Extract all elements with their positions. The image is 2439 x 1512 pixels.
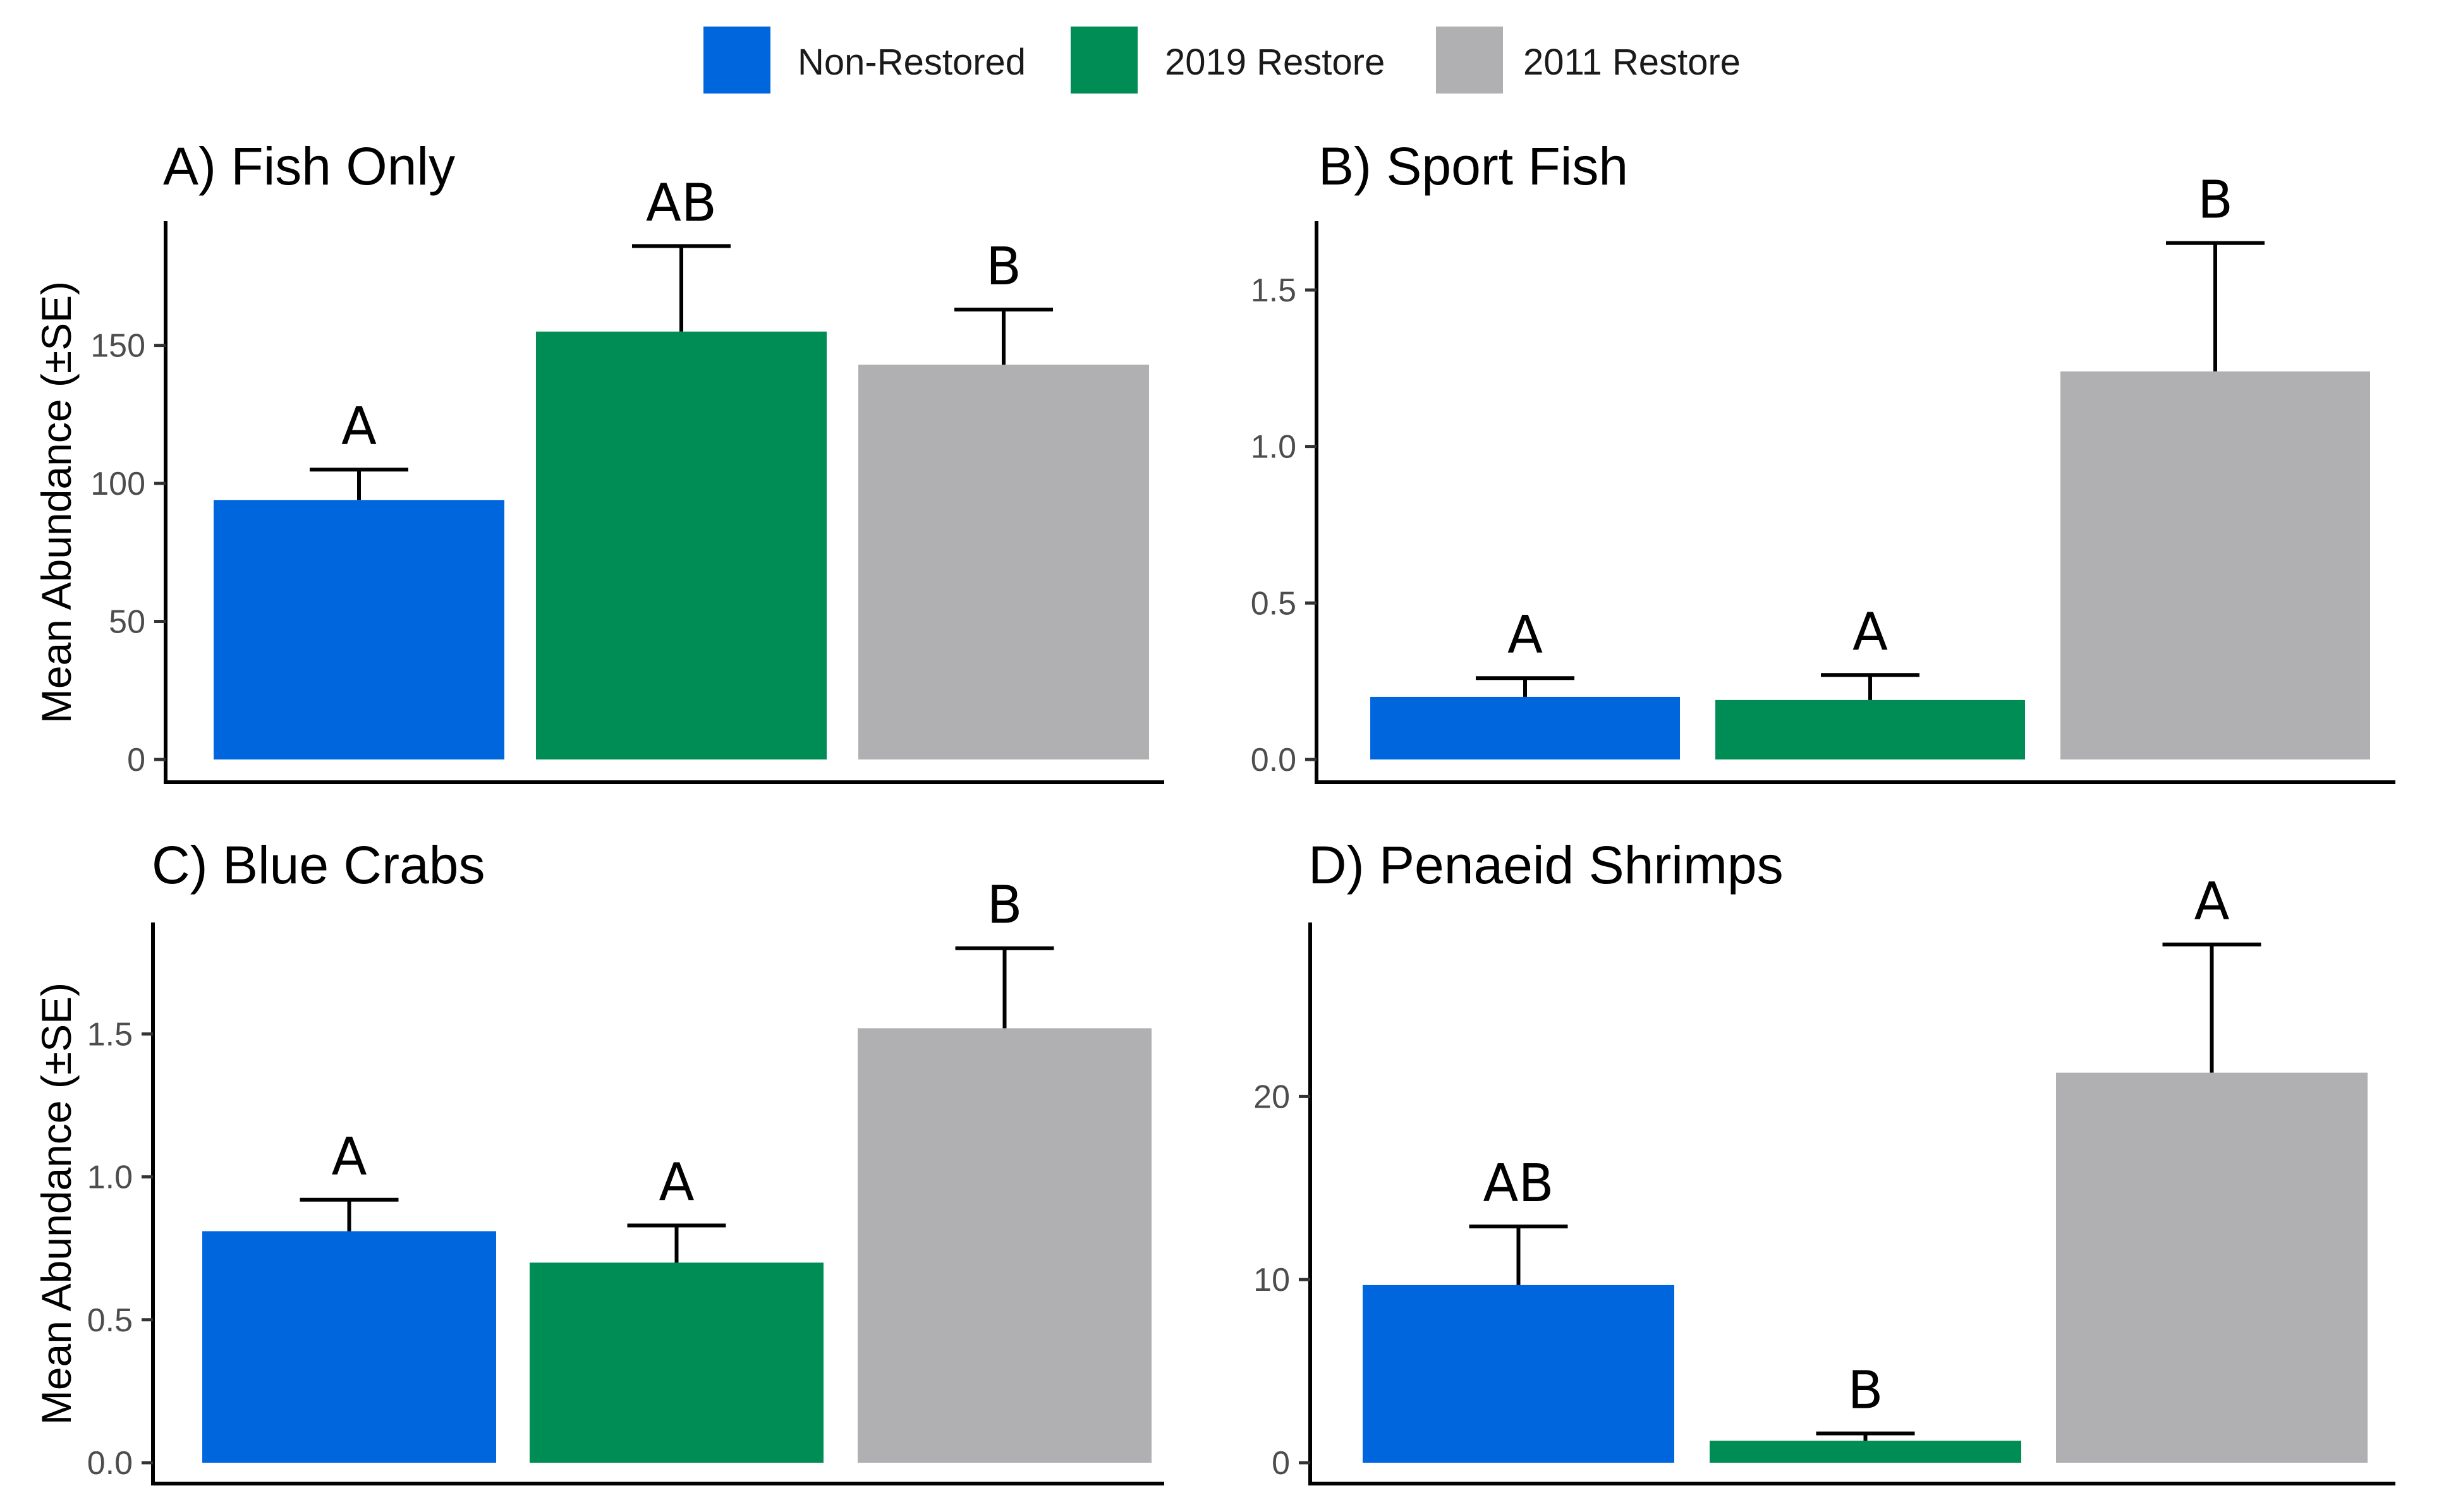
legend: Non-Restored 2019 Restore 2011 Restore xyxy=(703,27,1741,94)
significance-letter-penaeid-shrimps-2011-restore: A xyxy=(2194,872,2229,932)
bar-sport-fish-2019-restore xyxy=(1715,699,2025,759)
y-tick-label-penaeid-shrimps-2: 20 xyxy=(1253,1079,1290,1115)
y-tick-label-blue-crabs-3: 1.5 xyxy=(87,1016,133,1053)
bar-penaeid-shrimps-2011-restore xyxy=(2056,1072,2368,1463)
legend-label-non-restored: Non-Restored xyxy=(798,42,1026,83)
legend-swatch-2011-restore xyxy=(1436,27,1503,94)
y-tick-label-penaeid-shrimps-1: 10 xyxy=(1253,1262,1290,1298)
significance-letter-sport-fish-2019-restore: A xyxy=(1852,602,1888,662)
bar-penaeid-shrimps-non-restored xyxy=(1363,1285,1674,1463)
panel-title-fish-only: A) Fish Only xyxy=(163,136,455,196)
y-tick-label-blue-crabs-2: 1.0 xyxy=(87,1159,133,1196)
panel-title-penaeid-shrimps: D) Penaeid Shrimps xyxy=(1308,835,1784,895)
bar-penaeid-shrimps-2019-restore xyxy=(1710,1441,2021,1463)
panel-sport-fish: B) Sport Fish A A B 0.0 0.5 1.0 1.5 xyxy=(1251,136,2395,784)
y-tick-label-sport-fish-2: 1.0 xyxy=(1251,429,1296,466)
panel-blue-crabs: C) Blue Crabs Mean Abundance (±SE) A A B 0.0 0… xyxy=(33,835,1164,1485)
significance-letter-penaeid-shrimps-non-restored: AB xyxy=(1483,1154,1554,1214)
bar-fish-only-2019-restore xyxy=(536,331,827,759)
bar-blue-crabs-non-restored xyxy=(202,1231,496,1463)
y-tick-label-sport-fish-0: 0.0 xyxy=(1251,742,1296,778)
y-tick-label-fish-only-1: 50 xyxy=(109,604,145,641)
y-tick-label-blue-crabs-1: 0.5 xyxy=(87,1302,133,1339)
significance-letter-sport-fish-non-restored: A xyxy=(1507,605,1543,665)
significance-letter-blue-crabs-2011-restore: B xyxy=(987,876,1022,936)
y-tick-label-sport-fish-1: 0.5 xyxy=(1251,585,1296,622)
legend-swatch-non-restored xyxy=(703,27,770,94)
legend-swatch-2019-restore xyxy=(1071,27,1138,94)
significance-letter-fish-only-2019-restore: AB xyxy=(646,173,717,233)
y-axis-title-blue-crabs: Mean Abundance (±SE) xyxy=(33,983,80,1425)
bar-blue-crabs-2011-restore xyxy=(858,1028,1152,1463)
bar-fish-only-2011-restore xyxy=(858,365,1149,759)
bar-blue-crabs-2019-restore xyxy=(530,1262,824,1463)
significance-letter-blue-crabs-2019-restore: A xyxy=(659,1153,694,1213)
panel-fish-only: A) Fish Only Mean Abundance (±SE) A AB B 0 50 1… xyxy=(33,136,1164,784)
significance-letter-penaeid-shrimps-2019-restore: B xyxy=(1847,1361,1883,1421)
legend-label-2019-restore: 2019 Restore xyxy=(1165,42,1385,83)
significance-letter-fish-only-2011-restore: B xyxy=(986,237,1021,297)
panel-title-blue-crabs: C) Blue Crabs xyxy=(152,835,485,895)
significance-letter-blue-crabs-non-restored: A xyxy=(331,1127,367,1187)
y-tick-label-fish-only-2: 100 xyxy=(90,466,145,502)
panel-penaeid-shrimps: D) Penaeid Shrimps AB B A 0 10 20 xyxy=(1253,835,2395,1485)
bar-sport-fish-non-restored xyxy=(1370,696,1680,759)
panel-title-sport-fish: B) Sport Fish xyxy=(1318,136,1628,196)
y-tick-label-sport-fish-3: 1.5 xyxy=(1251,272,1296,309)
bar-sport-fish-2011-restore xyxy=(2060,371,2370,759)
legend-label-2011-restore: 2011 Restore xyxy=(1523,42,1741,83)
significance-letter-sport-fish-2011-restore: B xyxy=(2198,171,2233,231)
significance-letter-fish-only-non-restored: A xyxy=(341,397,377,457)
y-tick-label-fish-only-3: 150 xyxy=(90,328,145,365)
y-tick-label-fish-only-0: 0 xyxy=(127,742,145,778)
y-tick-label-penaeid-shrimps-0: 0 xyxy=(1272,1445,1290,1482)
y-axis-title-fish-only: Mean Abundance (±SE) xyxy=(33,281,80,723)
bar-fish-only-non-restored xyxy=(214,500,504,759)
y-tick-label-blue-crabs-0: 0.0 xyxy=(87,1445,133,1482)
